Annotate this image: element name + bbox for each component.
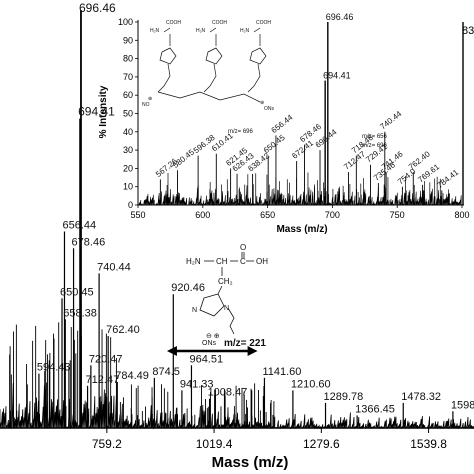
mz-221-arrow	[166, 346, 258, 356]
inset-y-tick-label: 70	[123, 72, 133, 82]
inset-mz-696-label: m/z= 696	[228, 129, 254, 135]
main-x-tick-label: 1019.4	[196, 437, 233, 451]
inset-mz-656-label: m/z= 656	[362, 134, 388, 140]
main-peak-label: 1008.47	[208, 387, 248, 399]
main-peak-label: 740.44	[97, 261, 131, 273]
inset-noise-trace	[138, 184, 462, 207]
inset-y-tick-label: 0	[128, 200, 133, 210]
main-peak-label: 1366.45	[355, 403, 395, 415]
svg-text:O: O	[240, 243, 246, 252]
main-spectrum-noise	[0, 322, 474, 430]
svg-text:⊕: ⊕	[148, 96, 152, 102]
svg-text:⊕: ⊕	[260, 100, 264, 106]
main-peak-label: 720.47	[89, 353, 123, 365]
main-peak-label: 920.46	[171, 282, 205, 294]
main-x-tick-label: 759.2	[92, 437, 122, 451]
histidine-mz-label: m/z= 221	[224, 338, 266, 349]
inset-x-tick-label: 600	[195, 210, 210, 220]
svg-text:ONs: ONs	[202, 340, 217, 347]
main-peak-label: 1210.60	[291, 378, 331, 390]
main-peak-label: 1478.32	[401, 391, 441, 403]
inset-x-tick-label: 750	[390, 210, 405, 220]
main-peak-label: 1598.79	[451, 399, 474, 411]
svg-text:H₂N: H₂N	[196, 28, 206, 34]
main-x-ticks: 759.2 1019.4 1279.6 1539.8	[92, 428, 447, 451]
svg-text:N: N	[192, 307, 197, 314]
inset-y-tick-label: 60	[123, 90, 133, 100]
main-peak-label: 1141.60	[262, 366, 301, 378]
main-x-tick-label: 1279.6	[303, 437, 340, 451]
main-peak-label: 964.51	[189, 353, 223, 365]
main-spectrum-peaks	[38, 10, 454, 428]
svg-text:H₂N: H₂N	[150, 28, 160, 34]
svg-text:NO: NO	[142, 102, 150, 108]
inset-y-tick-label: 80	[123, 54, 133, 64]
inset-x-tick-label: 700	[325, 210, 340, 220]
inset-y-tick-label: 20	[123, 163, 133, 173]
svg-text:CH₂: CH₂	[218, 277, 233, 286]
svg-text:C: C	[240, 257, 246, 266]
main-peak-label: 650.45	[60, 286, 94, 298]
svg-text:OH: OH	[256, 257, 268, 266]
arrow-head-right	[247, 346, 258, 356]
main-peak-label: 658.38	[63, 307, 97, 319]
histidine-structure: H₂N CH C OH O CH₂ N N ⊖ ⊕ ONs	[186, 243, 268, 347]
inset-y-tick-label: 10	[123, 182, 133, 192]
inset-y-tick-label: 40	[123, 127, 133, 137]
inset-x-ticks: 550 600 650 700 750 800	[130, 205, 470, 220]
main-peak-label: 1289.78	[324, 391, 364, 403]
inset-peak-label: 696.46	[326, 12, 354, 22]
svg-text:COOH: COOH	[212, 20, 227, 26]
main-peak-label: 694.41	[78, 105, 115, 119]
inset-background	[138, 8, 466, 230]
inset-x-tick-label: 800	[454, 210, 469, 220]
polymer-structure: H₂N COOH H₂N COOH H₂N COOH ⊕ NO ⊕ ONs	[142, 20, 275, 112]
inset-right-edge-label: 83	[462, 25, 474, 37]
inset-x-tick-label: 650	[260, 210, 275, 220]
svg-text:N: N	[224, 305, 229, 312]
main-peak-label: 656.44	[62, 220, 96, 232]
inset-x-tick-label: 550	[130, 210, 145, 220]
svg-text:ONs: ONs	[264, 106, 275, 112]
inset-y-ticks: 0 10 20 30 40 50 60 70 80 90 100	[118, 17, 138, 210]
main-peak-label: 874.5	[152, 366, 180, 378]
svg-text:H₂N: H₂N	[186, 257, 201, 266]
main-peak-label: 678.46	[72, 236, 106, 248]
main-peak-labels: 696.46 694.41 656.44 678.46 740.44 650.45 658.…	[37, 1, 474, 415]
inset-mz-696b-label: m/z= 696	[362, 143, 388, 149]
svg-text:⊖ ⊕: ⊖ ⊕	[206, 333, 220, 340]
inset-peak-label: 694.41	[323, 71, 351, 81]
svg-text:COOH: COOH	[256, 20, 271, 26]
main-peak-label: 696.46	[79, 1, 116, 15]
main-x-tick-label: 1539.8	[410, 437, 447, 451]
inset-y-tick-label: 90	[123, 35, 133, 45]
main-peak-label: 712.47	[86, 374, 120, 386]
inset-x-axis-title: Mass (m/z)	[276, 224, 327, 235]
inset-y-axis-title: % Intensity	[98, 85, 109, 138]
main-x-axis-title: Mass (m/z)	[212, 454, 289, 471]
inset-spectrum-peaks	[159, 22, 464, 205]
inset-y-tick-label: 50	[123, 109, 133, 119]
main-peak-label: 594.43	[37, 362, 71, 374]
svg-text:CH: CH	[216, 257, 228, 266]
main-peak-label: 941.33	[180, 378, 214, 390]
main-peak-label: 784.49	[115, 370, 149, 382]
inset-y-tick-label: 100	[118, 17, 133, 27]
inset-y-tick-label: 30	[123, 145, 133, 155]
svg-text:H₂N: H₂N	[240, 28, 250, 34]
main-peak-label: 762.40	[106, 324, 140, 336]
svg-text:COOH: COOH	[166, 20, 181, 26]
arrow-head-left	[166, 346, 177, 356]
